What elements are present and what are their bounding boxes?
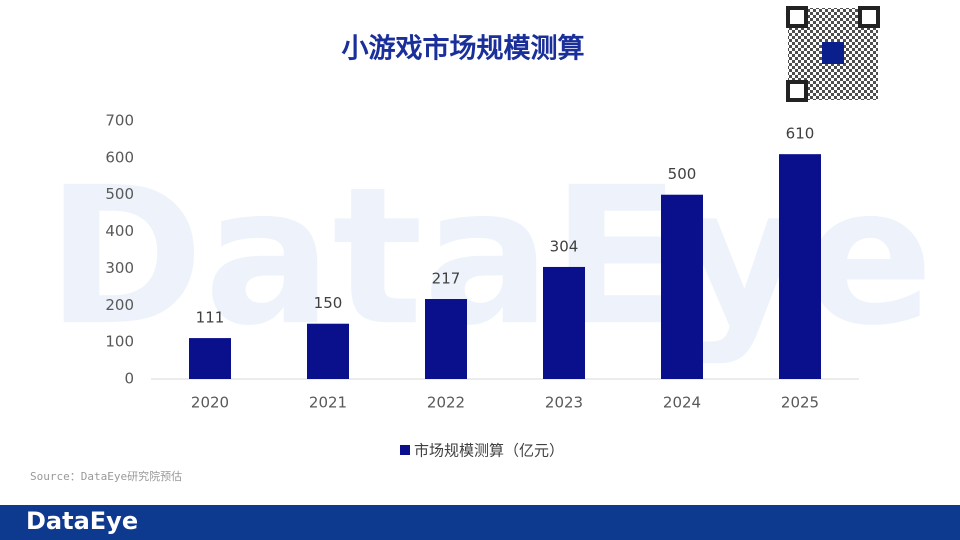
data-label: 150	[314, 294, 343, 312]
source: Source：DataEye研究院预估	[30, 469, 182, 483]
y-tick-label: 600	[105, 148, 134, 166]
y-tick-label: 0	[124, 370, 134, 388]
x-tick-label: 2022	[427, 394, 465, 412]
y-tick-label: 400	[105, 222, 134, 240]
qr-code	[786, 6, 880, 102]
x-tick-label: 2020	[191, 394, 229, 412]
data-label: 304	[550, 237, 579, 255]
bar	[543, 266, 585, 379]
bar	[661, 194, 703, 379]
y-tick-label: 500	[105, 185, 134, 203]
x-tick-label: 2025	[781, 394, 819, 412]
legend-swatch	[400, 445, 410, 455]
logo: DataEye	[26, 507, 138, 535]
y-tick-label: 100	[105, 333, 134, 351]
bar	[425, 299, 467, 379]
bar	[779, 154, 821, 379]
y-tick-label: 300	[105, 259, 134, 277]
x-tick-label: 2024	[663, 394, 701, 412]
data-label: 500	[668, 165, 697, 183]
x-tick-label: 2021	[309, 394, 347, 412]
footer-bar	[0, 505, 960, 540]
chart-title: 小游戏市场规模测算	[342, 33, 585, 65]
data-label: 217	[432, 270, 461, 288]
x-tick-label: 2023	[545, 394, 583, 412]
data-label: 111	[196, 309, 225, 327]
y-tick-label: 200	[105, 296, 134, 314]
bar	[307, 323, 349, 379]
bar	[189, 338, 231, 379]
y-tick-label: 700	[105, 112, 134, 130]
legend-label: 市场规模测算（亿元）	[414, 442, 564, 460]
data-label: 610	[786, 125, 815, 143]
